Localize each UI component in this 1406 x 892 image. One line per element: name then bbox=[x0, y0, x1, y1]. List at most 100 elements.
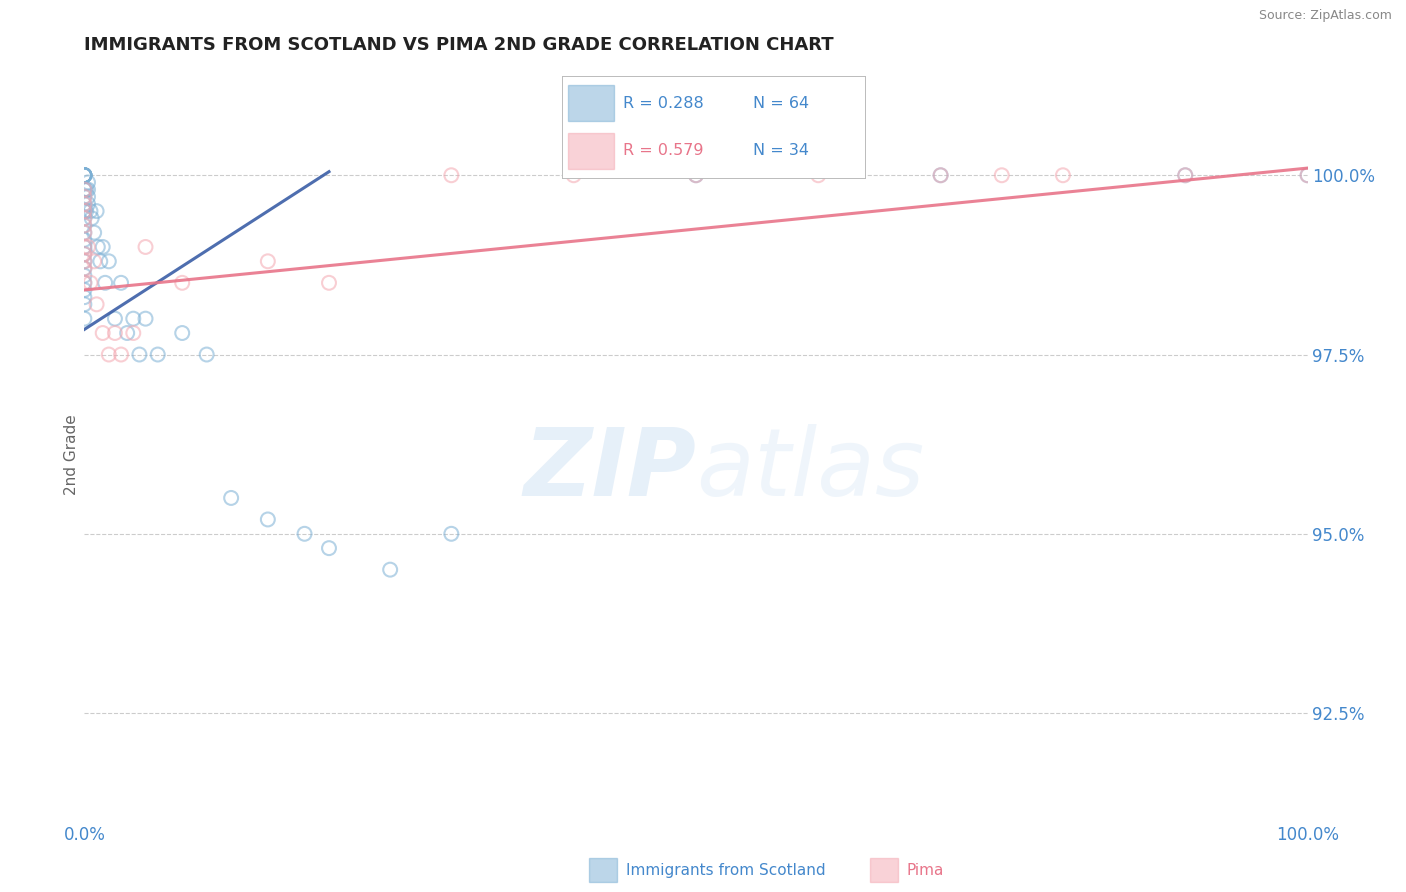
Point bbox=[257, 512, 280, 526]
Point bbox=[440, 526, 463, 541]
Point bbox=[73, 219, 96, 233]
Point bbox=[219, 491, 242, 505]
Point bbox=[73, 168, 96, 182]
Point bbox=[128, 347, 150, 361]
Text: Source: ZipAtlas.com: Source: ZipAtlas.com bbox=[1258, 9, 1392, 22]
Point bbox=[73, 276, 96, 290]
Point bbox=[1296, 168, 1319, 182]
Point bbox=[195, 347, 218, 361]
Text: R = 0.288: R = 0.288 bbox=[623, 96, 703, 111]
Point bbox=[685, 168, 707, 182]
Point bbox=[73, 254, 96, 268]
Text: N = 64: N = 64 bbox=[752, 96, 808, 111]
Point bbox=[79, 204, 101, 219]
Point bbox=[73, 247, 96, 261]
Point bbox=[79, 276, 101, 290]
Point bbox=[929, 168, 952, 182]
Point bbox=[77, 190, 100, 204]
Point bbox=[685, 168, 707, 182]
Point bbox=[73, 168, 96, 182]
Point bbox=[73, 240, 96, 254]
Point bbox=[73, 226, 96, 240]
Point bbox=[146, 347, 169, 361]
Point bbox=[73, 219, 96, 233]
Point bbox=[73, 290, 96, 304]
Point bbox=[73, 183, 96, 197]
Point bbox=[86, 297, 108, 311]
Point bbox=[1174, 168, 1197, 182]
Point bbox=[73, 190, 96, 204]
Point bbox=[73, 183, 96, 197]
Text: IMMIGRANTS FROM SCOTLAND VS PIMA 2ND GRADE CORRELATION CHART: IMMIGRANTS FROM SCOTLAND VS PIMA 2ND GRA… bbox=[84, 36, 834, 54]
Point bbox=[73, 197, 96, 211]
Text: ZIP: ZIP bbox=[523, 424, 696, 516]
Point bbox=[75, 183, 97, 197]
Point bbox=[73, 168, 96, 182]
Point bbox=[73, 211, 96, 226]
Point bbox=[380, 563, 402, 577]
Point bbox=[73, 168, 96, 182]
Point bbox=[257, 254, 280, 268]
Text: Immigrants from Scotland: Immigrants from Scotland bbox=[626, 863, 825, 878]
Point bbox=[562, 168, 585, 182]
Point bbox=[440, 168, 463, 182]
Point bbox=[73, 261, 96, 276]
Point bbox=[104, 311, 127, 326]
Point bbox=[135, 240, 157, 254]
Point bbox=[73, 268, 96, 283]
Point bbox=[91, 240, 114, 254]
Point bbox=[73, 168, 96, 182]
Point bbox=[104, 326, 127, 340]
Point bbox=[73, 204, 96, 219]
Point bbox=[73, 276, 96, 290]
Point bbox=[115, 326, 138, 340]
FancyBboxPatch shape bbox=[568, 133, 614, 169]
Point bbox=[172, 326, 194, 340]
FancyBboxPatch shape bbox=[568, 85, 614, 121]
Point bbox=[73, 254, 96, 268]
Point bbox=[97, 347, 120, 361]
Point bbox=[73, 197, 96, 211]
Point bbox=[73, 311, 96, 326]
Point bbox=[80, 211, 103, 226]
Point bbox=[73, 204, 96, 219]
Point bbox=[1052, 168, 1074, 182]
Point bbox=[73, 168, 96, 182]
Text: R = 0.579: R = 0.579 bbox=[623, 144, 703, 158]
Point bbox=[73, 283, 96, 297]
Point bbox=[807, 168, 830, 182]
Point bbox=[73, 247, 96, 261]
Point bbox=[73, 168, 96, 182]
Point bbox=[318, 541, 340, 556]
Point bbox=[91, 326, 114, 340]
Point bbox=[89, 254, 111, 268]
Point bbox=[73, 183, 96, 197]
Point bbox=[1296, 168, 1319, 182]
Point bbox=[1174, 168, 1197, 182]
Point bbox=[135, 311, 157, 326]
Point bbox=[73, 297, 96, 311]
Point bbox=[73, 204, 96, 219]
Point bbox=[97, 254, 120, 268]
Point bbox=[86, 204, 108, 219]
Point bbox=[73, 190, 96, 204]
Point bbox=[77, 197, 100, 211]
Point bbox=[73, 168, 96, 182]
Point bbox=[122, 326, 145, 340]
Point bbox=[122, 311, 145, 326]
Point bbox=[73, 240, 96, 254]
Point bbox=[77, 176, 100, 190]
Point bbox=[929, 168, 952, 182]
Point bbox=[172, 276, 194, 290]
Point bbox=[83, 254, 105, 268]
Point bbox=[318, 276, 340, 290]
Point bbox=[73, 211, 96, 226]
Point bbox=[991, 168, 1014, 182]
Point bbox=[83, 226, 105, 240]
Point bbox=[75, 204, 97, 219]
Text: atlas: atlas bbox=[696, 424, 924, 515]
Point bbox=[110, 276, 132, 290]
Point bbox=[77, 240, 100, 254]
Point bbox=[94, 276, 117, 290]
Point bbox=[73, 261, 96, 276]
